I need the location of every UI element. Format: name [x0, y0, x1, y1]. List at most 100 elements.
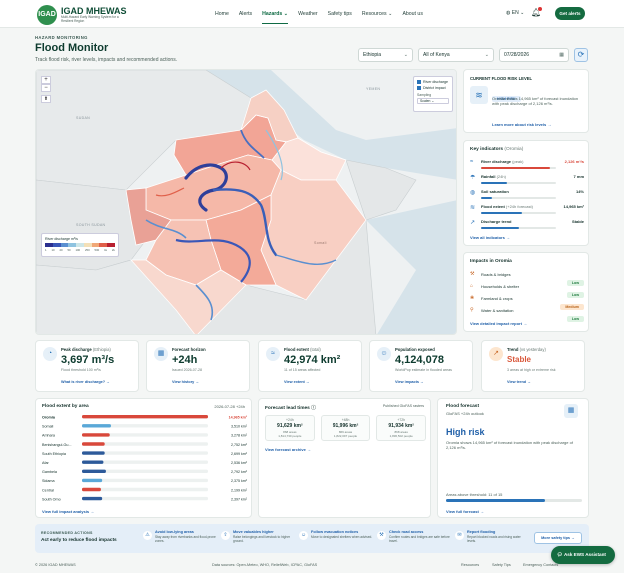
- kpi-link[interactable]: View extent →: [284, 380, 310, 384]
- country-select[interactable]: Ethiopia ⌄: [358, 48, 413, 62]
- extent-bar: [82, 433, 110, 437]
- indicator-bar-fill: [481, 182, 508, 184]
- layer-river-discharge[interactable]: River discharge: [417, 80, 449, 85]
- extent-value: 2,752 km²: [231, 443, 247, 447]
- extent-area-label: Somali: [42, 425, 53, 429]
- footer-link-safety[interactable]: Safety Tips: [492, 563, 511, 567]
- extent-bar-track: [82, 478, 208, 483]
- footer-link-emergency[interactable]: Emergency Contacts: [523, 563, 559, 567]
- view-all-indicators-link[interactable]: View all indicators →: [470, 235, 510, 240]
- nav-about[interactable]: About us: [402, 11, 423, 17]
- lead-label: +72h: [397, 418, 405, 422]
- nav-safety-tips[interactable]: Safety tips: [327, 11, 352, 17]
- kpi-value: 4,124,078: [395, 354, 444, 366]
- map-canvas[interactable]: [36, 70, 457, 335]
- rain-icon: ☂: [470, 175, 476, 181]
- kpi-link[interactable]: View trend →: [507, 380, 531, 384]
- extent-value: 3,510 km²: [231, 425, 247, 429]
- lead-time-card[interactable]: +24h 91,629 km² 868 areas 1,814,730 peop…: [265, 415, 315, 441]
- kpi-value: 42,974 km²: [284, 354, 341, 366]
- zoom-out-button[interactable]: −: [41, 84, 51, 92]
- forecast-horizon-icon: ▦: [154, 347, 168, 361]
- page-subtitle: Track flood risk, river levels, impacts …: [35, 57, 178, 63]
- extent-bar-track: [82, 487, 208, 492]
- chevron-down-icon: ⌄: [403, 52, 408, 58]
- ews-assistant-button[interactable]: 💬︎ Ask EWS Assistant: [551, 546, 615, 564]
- impacts-heading: Impacts in Oromia: [470, 259, 512, 264]
- nav-alerts[interactable]: Alerts: [238, 11, 253, 17]
- nav-hazards[interactable]: Hazards ⌄: [262, 11, 289, 24]
- region-select[interactable]: All of Kenya ⌄: [418, 48, 494, 62]
- risk-description: Oromia shows 14,965 km² of forecast inun…: [492, 96, 579, 106]
- checkbox-checked-icon[interactable]: [417, 86, 421, 91]
- impact-analysis-link[interactable]: View full impact analysis →: [42, 509, 95, 514]
- indicator-row: ☂ Rainfall (24h) 7 mm: [470, 173, 584, 188]
- checkbox-checked-icon[interactable]: [417, 80, 421, 85]
- kpi-card-population-exposed: ☺ Population exposed 4,124,078 WorldPop …: [369, 340, 473, 392]
- flood-forecast-card: Flood forecast GloFAS +24h outlook ▦ Hig…: [437, 398, 589, 518]
- legend-tick: 20: [59, 248, 63, 252]
- extent-date: 2026-07-28 +24h: [214, 404, 245, 409]
- chevron-down-icon: ⌄: [484, 52, 489, 58]
- extent-bar-chart: Oromia 14,965 km² Somali 3,510 km² Amhara 3,2…: [42, 415, 247, 501]
- chat-icon: 💬︎: [557, 552, 563, 557]
- indicator-row: ↗ Discharge trend Stable: [470, 218, 584, 233]
- risk-levels-link[interactable]: Learn more about risk levels →: [492, 122, 552, 127]
- impact-row: ⌂ Households & shelter Low: [470, 282, 584, 298]
- nav-home[interactable]: Home: [215, 11, 229, 17]
- impact-report-link[interactable]: View detailed impact report →: [470, 321, 528, 326]
- kpi-link[interactable]: View history →: [172, 380, 200, 384]
- lead-time-card[interactable]: +72h 91,934 km² 868 areas 1,836,502 peop…: [376, 415, 427, 441]
- impact-icon: ⚒: [470, 271, 475, 277]
- notification-bell-icon[interactable]: 🔔︎: [531, 8, 542, 17]
- leadtimes-heading: Forecast lead times ⓘ: [265, 406, 316, 411]
- action-title: Avoid low-lying areas: [155, 530, 194, 534]
- language-selector[interactable]: ◍ EN ⌄: [506, 10, 525, 16]
- lead-people: 1,822,097 people: [333, 434, 358, 438]
- indicator-bar-track: [481, 167, 556, 169]
- flood-map[interactable]: YEMEN SUDAN SOUTH SUDAN Somali + − ⬆ Riv…: [35, 69, 457, 335]
- action-item: ⚒ Check road access Confirm routes and b…: [377, 529, 451, 549]
- footer-copyright: © 2026 IGAD MHEWAS: [35, 563, 76, 567]
- extent-area-label: South Ethiopia: [42, 452, 67, 456]
- zoom-in-button[interactable]: +: [41, 76, 51, 84]
- kpi-link[interactable]: View impacts →: [395, 380, 424, 384]
- extent-heading: Flood extent by area: [42, 404, 89, 409]
- forecast-archive-link[interactable]: View forecast archive →: [265, 447, 311, 452]
- full-forecast-link[interactable]: View full forecast →: [446, 509, 484, 514]
- recommended-actions-banner: RECOMMENDED ACTIONS Act early to reduce …: [35, 524, 589, 553]
- extent-value: 2,397 km²: [231, 497, 247, 501]
- legend-tick: 1k: [104, 248, 108, 252]
- date-input[interactable]: 07/28/2026 ▦: [499, 48, 569, 62]
- impact-row: ❀ Farmland & crops Medium: [470, 294, 584, 310]
- kpi-card-trend: ↗ Trend (vs yesterday) Stable 3 areas at…: [481, 340, 585, 392]
- igad-logo[interactable]: IGAD: [37, 5, 57, 25]
- kpi-link[interactable]: What is river discharge? →: [61, 380, 110, 384]
- lead-time-card[interactable]: +48h 91,996 km² 869 areas 1,822,097 peop…: [320, 415, 371, 441]
- legend-color-bar: [45, 243, 116, 247]
- more-safety-tips-button[interactable]: More safety tips →: [534, 532, 582, 544]
- extent-value: 3,278 km²: [231, 434, 247, 438]
- compass-reset-button[interactable]: ⬆: [41, 95, 51, 103]
- risk-level-badge: HIGH RISK: [492, 87, 521, 105]
- nav-resources[interactable]: Resources ⌄: [361, 11, 393, 17]
- kpi-label: Population exposed: [395, 347, 435, 352]
- river-icon: ≈: [470, 159, 474, 165]
- extent-bar-track: [82, 451, 208, 455]
- footer-link-resources[interactable]: Resources: [461, 563, 480, 567]
- lead-people: 1,814,730 people: [278, 434, 302, 438]
- extent-bar-track: [82, 469, 208, 473]
- legend-swatch: [60, 243, 69, 247]
- peak-discharge-icon: ◔: [43, 347, 57, 361]
- get-alerts-button[interactable]: Get alerts: [555, 7, 585, 20]
- refresh-button[interactable]: ⟳: [574, 48, 588, 62]
- indicator-row: ≋ Flood extent (+24h forecast) 14,965 km…: [470, 203, 584, 218]
- brand-tagline: Multi-Hazard Early Warning System for a …: [61, 15, 119, 23]
- indicator-label: Flood extent (+24h forecast): [481, 204, 533, 209]
- impact-status-badge: Medium: [560, 295, 584, 313]
- extent-area-label: South Omo: [42, 497, 61, 501]
- layer-district-impact[interactable]: District impact: [417, 86, 449, 91]
- legend-swatch: [45, 243, 53, 247]
- sampling-select[interactable]: Scalen ⌄: [417, 98, 449, 105]
- nav-weather[interactable]: Weather: [298, 11, 318, 17]
